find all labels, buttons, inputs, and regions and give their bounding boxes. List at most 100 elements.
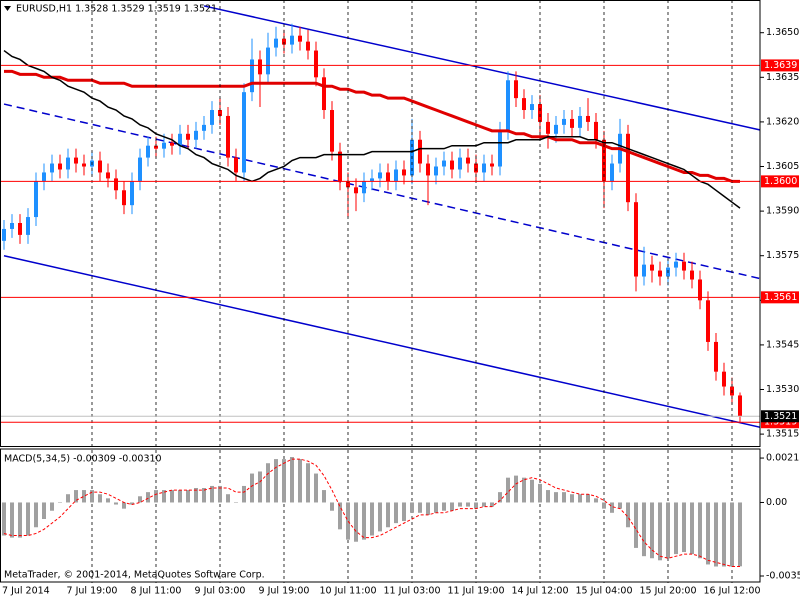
candle-body bbox=[322, 77, 326, 111]
candle-body bbox=[250, 59, 254, 93]
macd-bar bbox=[386, 502, 390, 528]
macd-bar bbox=[250, 473, 254, 503]
y-tick-label: 0.00215 bbox=[766, 453, 800, 464]
macd-bar bbox=[570, 494, 574, 503]
macd-bar bbox=[634, 502, 638, 548]
macd-bar bbox=[610, 502, 614, 513]
candle-body bbox=[58, 163, 62, 170]
candle-body bbox=[538, 104, 542, 122]
level-label: 1.3639 bbox=[764, 60, 797, 71]
candle-body bbox=[498, 130, 502, 167]
candle-body bbox=[234, 157, 238, 173]
macd-bar bbox=[730, 502, 734, 567]
y-tick-label: -0.00356 bbox=[766, 571, 800, 582]
candle-body bbox=[522, 98, 526, 111]
candle-body bbox=[514, 80, 518, 99]
macd-bar bbox=[26, 502, 30, 536]
candle-body bbox=[178, 133, 182, 146]
macd-bar bbox=[226, 494, 230, 503]
macd-bar bbox=[474, 502, 478, 509]
x-tick-label: 11 Jul 03:00 bbox=[384, 586, 441, 597]
candle-body bbox=[242, 92, 246, 173]
candle-body bbox=[226, 115, 230, 158]
macd-bar bbox=[50, 502, 54, 511]
x-tick-label: 15 Jul 04:00 bbox=[576, 586, 633, 597]
plot-area bbox=[2, 5, 760, 429]
last-price-box bbox=[761, 410, 799, 423]
macd-bar bbox=[410, 502, 414, 513]
candle-body bbox=[138, 157, 142, 182]
candle-body bbox=[474, 163, 478, 173]
x-tick-label: 8 Jul 11:00 bbox=[131, 586, 182, 597]
macd-bar bbox=[466, 502, 470, 507]
candle-body bbox=[466, 157, 470, 164]
macd-bar bbox=[74, 490, 78, 503]
x-tick-label: 7 Jul 2014 bbox=[2, 586, 50, 597]
macd-bar bbox=[514, 475, 518, 503]
macd-bar bbox=[330, 502, 334, 511]
candle-body bbox=[658, 270, 662, 277]
macd-bar bbox=[482, 502, 486, 507]
candle-body bbox=[562, 118, 566, 125]
macd-bar bbox=[674, 502, 678, 555]
candle-body bbox=[170, 142, 174, 146]
signal-line bbox=[3, 458, 740, 568]
macd-bar bbox=[378, 502, 382, 532]
macd-bar bbox=[266, 463, 270, 503]
candle-body bbox=[346, 181, 350, 188]
candle-body bbox=[610, 163, 614, 182]
candle-body bbox=[490, 163, 494, 167]
macd-bar bbox=[490, 502, 494, 507]
macd-bar bbox=[434, 502, 438, 513]
macd-bar bbox=[138, 496, 142, 503]
candle-body bbox=[106, 172, 110, 179]
candle-body bbox=[362, 181, 366, 194]
candle-body bbox=[162, 142, 166, 149]
candle-body bbox=[578, 115, 582, 128]
macd-bar bbox=[98, 494, 102, 503]
candle-body bbox=[426, 163, 430, 176]
macd-bar bbox=[586, 494, 590, 503]
menu-icon bbox=[4, 6, 11, 11]
candle-body bbox=[42, 172, 46, 182]
macd-bar bbox=[130, 502, 134, 505]
macd-bar bbox=[34, 502, 38, 528]
macd-bar bbox=[426, 502, 430, 515]
macd-bar bbox=[10, 502, 14, 538]
y-tick-label: 1.3650 bbox=[766, 27, 799, 38]
candle-body bbox=[202, 124, 206, 131]
x-tick-label: 16 Jul 12:00 bbox=[704, 586, 761, 597]
candle-body bbox=[690, 270, 694, 280]
candle-body bbox=[210, 110, 214, 125]
candle-body bbox=[482, 163, 486, 173]
macd-bar bbox=[370, 502, 374, 536]
macd-bar bbox=[650, 502, 654, 559]
candle-body bbox=[98, 160, 102, 173]
candle-body bbox=[634, 202, 638, 277]
level-label-box bbox=[761, 291, 799, 304]
macd-bar bbox=[402, 502, 406, 522]
level-label-box bbox=[761, 175, 799, 188]
macd-bar bbox=[642, 502, 646, 557]
x-tick-label: 10 Jul 11:00 bbox=[320, 586, 377, 597]
candle-body bbox=[682, 261, 686, 271]
x-tick-label: 7 Jul 19:00 bbox=[67, 586, 118, 597]
candle-body bbox=[674, 261, 678, 268]
macd-bar bbox=[162, 490, 166, 503]
macd-bar bbox=[314, 473, 318, 503]
candle-body bbox=[114, 178, 118, 191]
macd-bar bbox=[346, 502, 350, 540]
macd-bar bbox=[338, 502, 342, 530]
level-label: 1.3600 bbox=[764, 176, 797, 187]
candle-body bbox=[370, 178, 374, 182]
macd-bar bbox=[714, 502, 718, 567]
candle-body bbox=[290, 35, 294, 45]
candle-body bbox=[338, 151, 342, 182]
x-tick-label: 11 Jul 19:00 bbox=[448, 586, 505, 597]
candle-body bbox=[570, 118, 574, 128]
macd-bar bbox=[290, 457, 294, 503]
macd-bar bbox=[522, 477, 526, 503]
x-tick-label: 9 Jul 19:00 bbox=[259, 586, 310, 597]
